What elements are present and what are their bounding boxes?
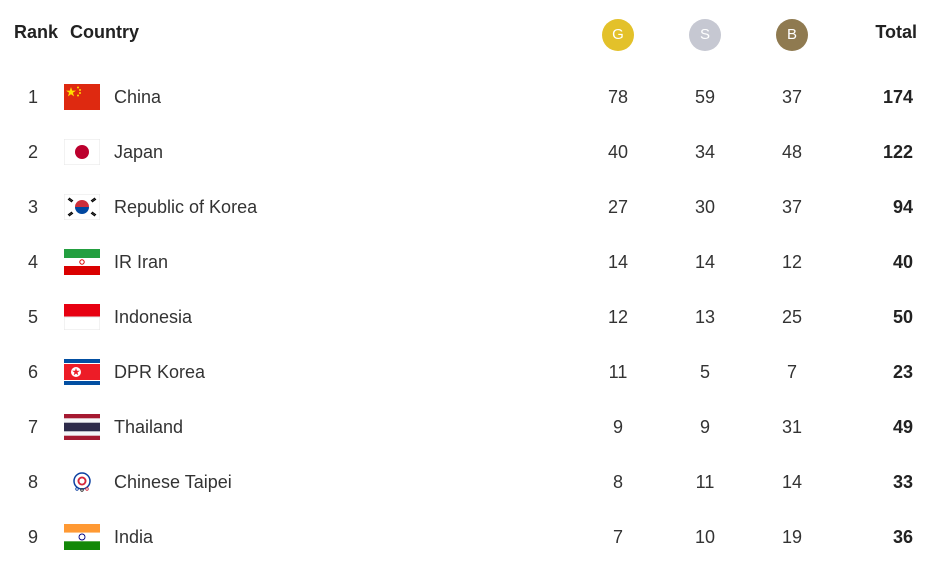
silver-count: 14 xyxy=(694,252,716,272)
rank-cell: 3 xyxy=(27,197,38,217)
bronze-count: 7 xyxy=(786,362,797,382)
silver-count: 5 xyxy=(699,362,710,382)
bronze-count: 12 xyxy=(781,252,803,272)
country-name[interactable]: Republic of Korea xyxy=(114,197,258,217)
silver-count: 59 xyxy=(694,87,716,107)
silver-count: 13 xyxy=(694,307,716,327)
japan-flag-icon xyxy=(64,139,100,165)
gold-count: 9 xyxy=(612,417,623,437)
rank-cell: 8 xyxy=(27,472,38,492)
rank-cell: 9 xyxy=(27,527,38,547)
silver-count: 9 xyxy=(699,417,710,437)
table-row[interactable]: 3 Republic of Korea 27 30 37 94 xyxy=(0,180,925,235)
country-name[interactable]: China xyxy=(114,87,162,107)
table-row[interactable]: 7 Thailand 9 9 31 49 xyxy=(0,400,925,455)
gold-count: 14 xyxy=(607,252,629,272)
table-row[interactable]: 6 DPR Korea 11 5 7 23 xyxy=(0,345,925,400)
rank-cell: 5 xyxy=(27,307,38,327)
bronze-count: 14 xyxy=(781,472,803,492)
bronze-count: 37 xyxy=(781,87,803,107)
total-count: 49 xyxy=(892,417,913,437)
gold-count: 11 xyxy=(608,362,628,382)
indonesia-flag-icon xyxy=(64,304,100,330)
country-name[interactable]: India xyxy=(114,527,154,547)
gold-medal-header[interactable]: G xyxy=(602,19,634,51)
total-count: 33 xyxy=(892,472,913,492)
gold-count: 27 xyxy=(607,197,629,217)
country-name[interactable]: DPR Korea xyxy=(114,362,206,382)
total-header[interactable]: Total xyxy=(875,22,917,42)
silver-count: 11 xyxy=(695,472,715,492)
rank-header[interactable]: Rank xyxy=(14,22,59,42)
rank-cell: 6 xyxy=(27,362,38,382)
country-name[interactable]: Chinese Taipei xyxy=(114,472,232,492)
silver-count: 30 xyxy=(694,197,716,217)
table-header: Rank Country G S B Total xyxy=(0,0,925,66)
country-name[interactable]: IR Iran xyxy=(114,252,169,272)
rank-cell: 2 xyxy=(27,142,38,162)
gold-count: 8 xyxy=(612,472,623,492)
gold-count: 7 xyxy=(612,527,623,547)
chinese-taipei-flag-icon xyxy=(64,469,100,495)
gold-count: 12 xyxy=(607,307,629,327)
table-row[interactable]: 5 Indonesia 12 13 25 50 xyxy=(0,290,925,345)
total-count: 36 xyxy=(892,527,913,547)
bronze-medal-header[interactable]: B xyxy=(776,19,808,51)
gold-count: 78 xyxy=(607,87,629,107)
bronze-count: 37 xyxy=(781,197,803,217)
total-count: 122 xyxy=(882,142,913,162)
bronze-count: 48 xyxy=(781,142,803,162)
country-name[interactable]: Japan xyxy=(114,142,164,162)
silver-count: 10 xyxy=(694,527,716,547)
rank-cell: 4 xyxy=(27,252,38,272)
dpr-korea-flag-icon xyxy=(64,359,100,385)
rank-cell: 1 xyxy=(27,87,38,107)
india-flag-icon xyxy=(64,524,100,550)
table-row[interactable]: 8 Chinese Taipei 8 11 14 33 xyxy=(0,455,925,510)
table-row[interactable]: 4 IR Iran 14 14 12 40 xyxy=(0,235,925,290)
iran-flag-icon xyxy=(64,249,100,275)
rank-cell: 7 xyxy=(27,417,38,437)
total-count: 94 xyxy=(892,197,913,217)
country-name[interactable]: Thailand xyxy=(114,417,184,437)
total-count: 174 xyxy=(882,87,913,107)
silver-medal-header[interactable]: S xyxy=(689,19,721,51)
total-count: 50 xyxy=(892,307,913,327)
table-row[interactable]: 1 China 78 59 37 174 xyxy=(0,70,925,125)
bronze-count: 25 xyxy=(781,307,803,327)
total-count: 40 xyxy=(892,252,913,272)
silver-count: 34 xyxy=(694,142,716,162)
country-name[interactable]: Indonesia xyxy=(114,307,193,327)
bronze-count: 31 xyxy=(781,417,803,437)
bronze-count: 19 xyxy=(781,527,803,547)
total-count: 23 xyxy=(892,362,913,382)
china-flag-icon xyxy=(64,84,100,110)
gold-count: 40 xyxy=(607,142,629,162)
country-header[interactable]: Country xyxy=(70,22,139,42)
korea-flag-icon xyxy=(64,194,100,220)
thailand-flag-icon xyxy=(64,414,100,440)
table-row[interactable]: 9 India 7 10 19 36 xyxy=(0,510,925,565)
table-row[interactable]: 2 Japan 40 34 48 122 xyxy=(0,125,925,180)
